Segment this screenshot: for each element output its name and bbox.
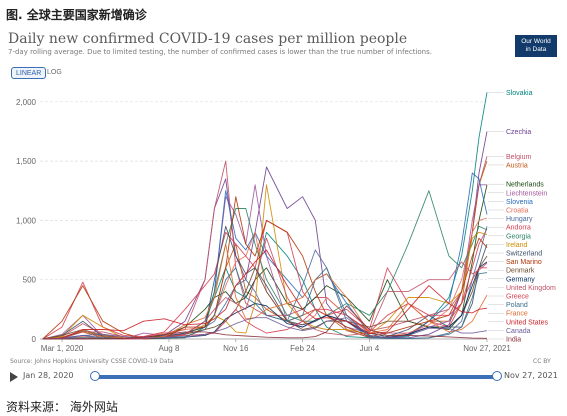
y-tick-label: 500 [23,276,37,285]
logo-line-1: Our World [521,38,551,45]
series-label: Germany [506,276,535,283]
timeline-slider[interactable]: Jan 28, 2020 Nov 27, 2021 [6,368,561,386]
series-label: Greece [506,294,529,301]
series-label: Denmark [506,268,535,275]
play-icon[interactable] [10,372,18,382]
series-label: Croatia [506,208,529,215]
series-line [42,305,488,340]
timeline-start-label: Jan 28, 2020 [23,371,74,380]
linear-scale-button[interactable]: LINEAR [11,67,47,79]
timeline-end-handle[interactable] [492,371,502,381]
log-scale-button[interactable]: LOG [47,69,62,76]
series-label: United States [506,319,549,326]
chart-title: Daily new confirmed COVID-19 cases per m… [8,31,408,47]
series-label: India [506,337,521,344]
series-label: San Marino [506,259,542,266]
y-tick-label: 2,000 [16,98,37,107]
y-tick-label: 1,000 [16,216,37,225]
series-line [42,92,488,340]
series-label: Andorra [506,225,531,232]
series-line [42,184,488,340]
series-label: United Kingdom [506,285,556,292]
timeline-end-label: Nov 27, 2021 [504,371,558,380]
series-line [42,184,488,340]
series-label: France [506,311,528,318]
x-tick-label: Aug 8 [159,344,180,353]
series-label: Switzerland [506,251,542,258]
series-line [42,184,487,340]
series-label: Belgium [506,154,531,161]
chart-frame [6,30,561,388]
series-label: Canada [506,328,531,335]
y-tick-label: 0 [32,335,37,344]
series-label: Ireland [506,242,528,249]
x-tick-label: Nov 27, 2021 [463,344,511,353]
x-tick-label: Mar 1, 2020 [41,344,84,353]
source-caption: 资料来源： 海外网站 [6,400,118,414]
series-line [42,267,487,340]
x-tick-label: Nov 16 [223,344,249,353]
series-label: Slovakia [506,90,533,97]
series-label: Georgia [506,233,531,240]
chart-subtitle: 7-day rolling average. Due to limited te… [8,48,432,56]
series-line [42,190,488,340]
figure-caption: 图. 全球主要国家新增确诊 [6,8,147,22]
series-label: Slovenia [506,199,533,206]
license-link[interactable]: CC BY [533,358,551,365]
y-tick-label: 1,500 [16,157,37,166]
series-line [42,249,488,340]
x-tick-label: Feb 24 [290,344,315,353]
series-label: Liechtenstein [506,190,547,197]
owid-logo[interactable]: Our World in Data [515,35,557,57]
series-label: Hungary [506,216,533,223]
x-tick-label: Jun 4 [360,344,380,353]
series-label: Netherlands [506,182,544,189]
timeline-track[interactable] [95,375,497,379]
source-note: Source: Johns Hopkins University CSSE CO… [10,358,174,365]
series-label: Austria [506,162,528,169]
logo-line-2: in Data [525,46,547,53]
series-label: Czechia [506,129,531,136]
timeline-start-handle[interactable] [90,371,100,381]
series-label: Poland [506,302,528,309]
